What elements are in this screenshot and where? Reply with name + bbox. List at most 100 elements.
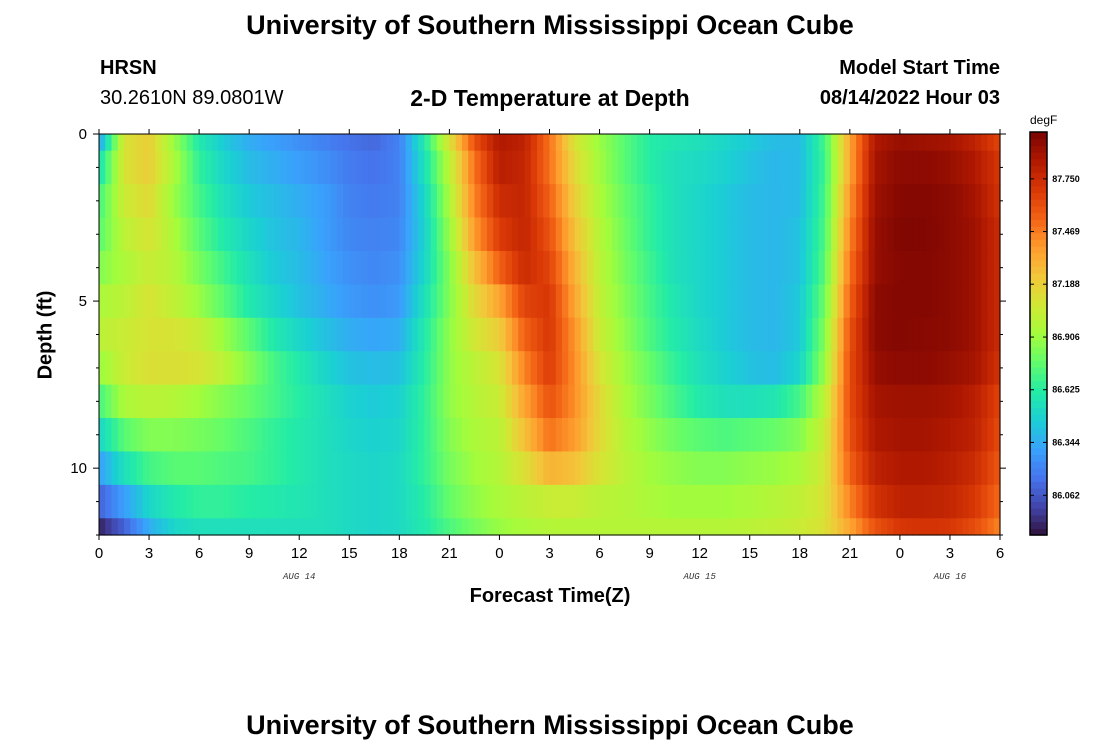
heatmap-cell <box>843 484 851 519</box>
heatmap-cell <box>292 351 300 386</box>
heatmap-cell <box>249 134 257 152</box>
heatmap-cell <box>768 418 776 453</box>
heatmap-cell <box>230 284 238 319</box>
heatmap-cell <box>593 217 601 252</box>
colorbar-segment <box>1030 152 1047 160</box>
heatmap-cell <box>380 250 388 285</box>
heatmap-cell <box>305 518 313 536</box>
heatmap-cell <box>968 351 976 386</box>
heatmap-cell <box>730 217 738 252</box>
heatmap-cell <box>449 384 457 419</box>
colorbar-segment <box>1030 333 1047 341</box>
heatmap-cell <box>336 484 344 519</box>
heatmap-cell <box>724 184 732 219</box>
heatmap-cell <box>349 518 357 536</box>
heatmap-cell <box>887 184 895 219</box>
heatmap-cell <box>962 134 970 152</box>
heatmap-cell <box>618 518 626 536</box>
heatmap-cell <box>311 217 319 252</box>
heatmap-cell <box>705 484 713 519</box>
heatmap-cell <box>236 351 244 386</box>
heatmap-cell <box>587 217 594 252</box>
heatmap-cell <box>762 418 770 453</box>
heatmap-cell <box>130 351 138 386</box>
heatmap-cell <box>274 250 282 285</box>
heatmap-cell <box>862 150 870 185</box>
heatmap-cell <box>192 418 200 453</box>
colorbar-segment <box>1030 353 1047 361</box>
heatmap-cell <box>718 184 726 219</box>
heatmap-cell <box>461 317 469 352</box>
heatmap-cell <box>505 317 513 352</box>
colorbar-segment <box>1030 487 1047 496</box>
heatmap-cell <box>418 518 425 536</box>
heatmap-cell <box>117 150 125 185</box>
heatmap-cell <box>449 184 457 219</box>
heatmap-cell <box>655 250 663 285</box>
heatmap-cell <box>680 518 688 536</box>
heatmap-cell <box>493 150 501 185</box>
heatmap-cell <box>436 418 444 453</box>
heatmap-cell <box>199 317 206 352</box>
heatmap-cell <box>643 134 651 152</box>
heatmap-cell <box>724 250 732 285</box>
heatmap-cell <box>856 134 863 152</box>
heatmap-cell <box>443 150 450 185</box>
heatmap-cell <box>117 134 125 152</box>
heatmap-cell <box>712 418 720 453</box>
heatmap-cell <box>330 484 338 519</box>
heatmap-cell <box>574 518 582 536</box>
heatmap-cell <box>605 418 613 453</box>
heatmap-cell <box>856 451 863 486</box>
heatmap-cell <box>755 384 763 419</box>
heatmap-cell <box>524 484 532 519</box>
heatmap-cell <box>130 317 138 352</box>
heatmap-cell <box>587 384 594 419</box>
heatmap-cell <box>862 451 870 486</box>
heatmap-cell <box>443 351 450 386</box>
heatmap-cell <box>174 351 181 386</box>
heatmap-cell <box>355 134 363 152</box>
heatmap-cell <box>643 250 651 285</box>
heatmap-cell <box>111 284 119 319</box>
heatmap-cell <box>274 184 282 219</box>
heatmap-cell <box>236 217 244 252</box>
heatmap-cell <box>574 134 582 152</box>
heatmap-cell <box>605 484 613 519</box>
heatmap-cell <box>874 184 882 219</box>
heatmap-cell <box>230 484 238 519</box>
heatmap-cell <box>205 150 213 185</box>
heatmap-cell <box>818 150 826 185</box>
heatmap-cell <box>949 451 957 486</box>
heatmap-cell <box>368 184 375 219</box>
heatmap-cell <box>893 451 901 486</box>
heatmap-cell <box>899 184 907 219</box>
heatmap-cell <box>887 518 895 536</box>
heatmap-cell <box>399 351 407 386</box>
heatmap-cell <box>236 150 244 185</box>
heatmap-cell <box>386 250 394 285</box>
heatmap-cell <box>868 518 876 536</box>
heatmap-cell <box>130 134 138 152</box>
heatmap-cell <box>862 250 870 285</box>
heatmap-cell <box>199 250 206 285</box>
heatmap-cell <box>330 150 338 185</box>
heatmap-cell <box>605 284 613 319</box>
heatmap-cell <box>937 451 945 486</box>
heatmap-cell <box>931 284 939 319</box>
heatmap-cell <box>793 184 801 219</box>
heatmap-cell <box>480 284 488 319</box>
heatmap-cell <box>211 451 219 486</box>
heatmap-cell <box>812 518 820 536</box>
heatmap-cell <box>468 451 476 486</box>
heatmap-cell <box>249 518 257 536</box>
heatmap-cell <box>724 351 732 386</box>
heatmap-cell <box>192 518 200 536</box>
heatmap-cell <box>574 250 582 285</box>
heatmap-cell <box>511 217 519 252</box>
heatmap-cell <box>393 317 400 352</box>
heatmap-cell <box>399 384 407 419</box>
heatmap-cell <box>130 384 138 419</box>
heatmap-cell <box>781 351 788 386</box>
colorbar-segment <box>1030 427 1047 435</box>
